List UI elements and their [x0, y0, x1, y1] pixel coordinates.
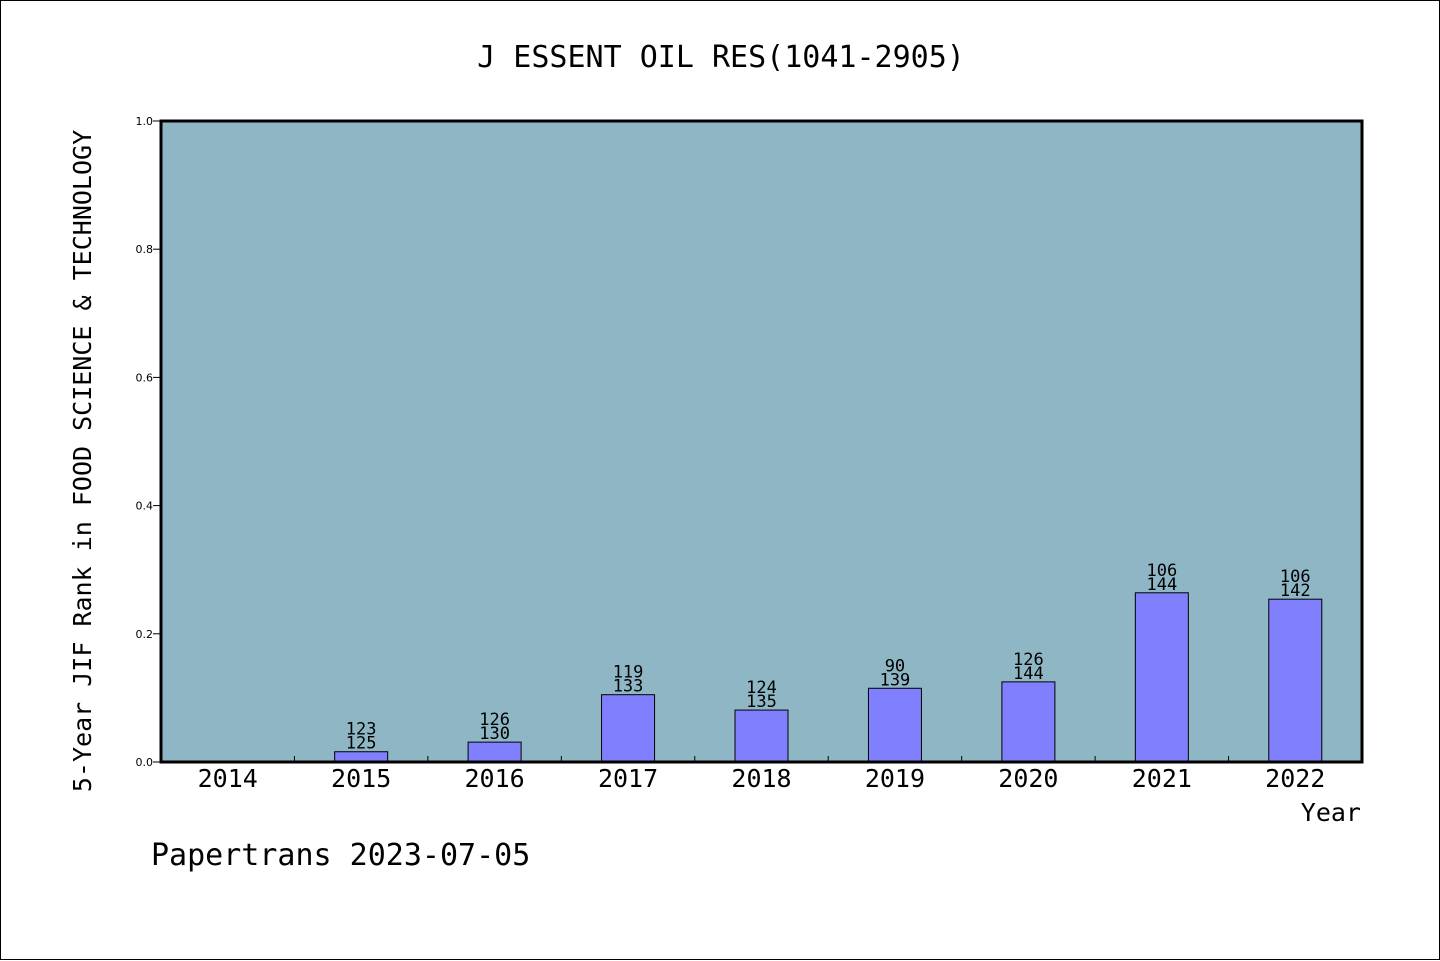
x-axis: 2014 2015 2016 2017 2018 2019 2020 2021 2022 — [198, 756, 1325, 793]
bar-rank-label: 106 — [1280, 567, 1311, 587]
bar-total-label: 133 — [613, 677, 644, 697]
y-axis: 0.0 0.2 0.4 0.6 0.8 1.0 — [136, 115, 161, 769]
y-tick-label: 0.0 — [136, 756, 154, 769]
bar-total-label: 144 — [1013, 664, 1044, 684]
y-tick-label: 0.6 — [136, 371, 154, 384]
chart-title: J ESSENT OIL RES(1041-2905) — [477, 40, 965, 75]
bar-total-label: 144 — [1146, 575, 1177, 595]
x-tick-label: 2022 — [1265, 764, 1325, 793]
bar-rank-label: 90 — [885, 656, 905, 676]
bar-total-label: 139 — [880, 670, 911, 690]
x-tick-label: 2016 — [465, 764, 525, 793]
bar-2019 — [867, 687, 922, 763]
bar-total-label: 130 — [479, 724, 510, 744]
bar-rank-label: 126 — [1013, 650, 1044, 670]
bar-rank-label: 119 — [613, 663, 644, 683]
bar-2018 — [734, 709, 789, 763]
bar-2020 — [1001, 681, 1056, 763]
y-tick-label: 0.4 — [136, 500, 154, 513]
bar-2017 — [601, 694, 656, 763]
bar-rank-label: 123 — [346, 720, 377, 740]
x-tick-label: 2014 — [198, 764, 258, 793]
bar-total-label: 135 — [746, 692, 777, 712]
bar-rank-label: 126 — [479, 710, 510, 730]
x-tick-label: 2020 — [998, 764, 1058, 793]
bar-rank-label: 106 — [1146, 561, 1177, 581]
bar-2016 — [467, 741, 522, 763]
x-tick-label: 2021 — [1132, 764, 1192, 793]
x-tick-label: 2017 — [598, 764, 658, 793]
x-tick-label: 2019 — [865, 764, 925, 793]
x-axis-label: Year — [1301, 798, 1361, 827]
plot-border — [159, 119, 1364, 764]
footer-source-date: Papertrans 2023-07-05 — [151, 838, 530, 873]
bar-rank-label: 124 — [746, 678, 777, 698]
x-tick-label: 2018 — [731, 764, 791, 793]
bar-2022 — [1268, 598, 1323, 763]
bar-total-label: 142 — [1280, 581, 1311, 601]
y-tick-label: 1.0 — [136, 115, 154, 128]
bar-2021 — [1134, 592, 1189, 763]
y-axis-label: 5-Year JIF Rank in FOOD SCIENCE & TECHNO… — [68, 130, 97, 792]
y-tick-label: 0.2 — [136, 628, 154, 641]
bar-total-label: 125 — [346, 734, 377, 754]
y-tick-label: 0.8 — [136, 243, 154, 256]
x-tick-label: 2015 — [331, 764, 391, 793]
